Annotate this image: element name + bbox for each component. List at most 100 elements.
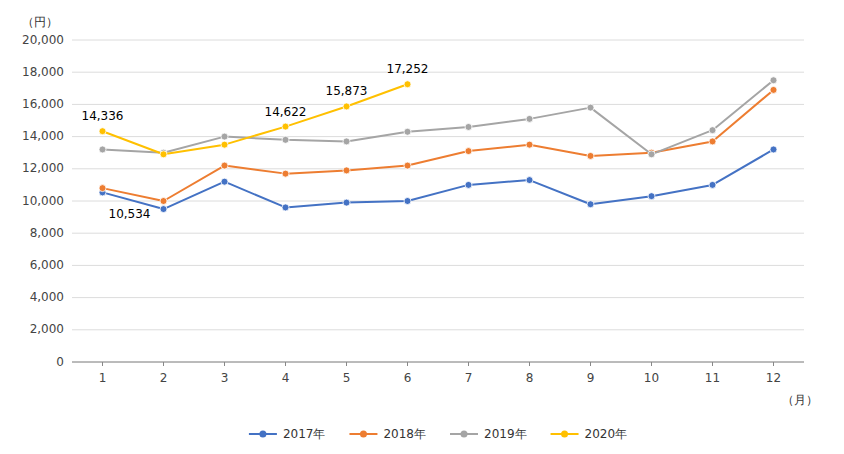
series-marker xyxy=(404,128,411,135)
x-tick-label: 1 xyxy=(99,371,107,385)
grid-line xyxy=(72,265,804,266)
legend-marker xyxy=(360,431,367,438)
y-tick-label: 2,000 xyxy=(30,322,64,336)
series-line xyxy=(103,84,408,154)
series-marker xyxy=(404,162,411,169)
y-tick-label: 20,000 xyxy=(22,33,64,47)
series-line xyxy=(103,80,774,154)
series-marker xyxy=(221,141,228,148)
legend-item: 2017年 xyxy=(249,427,326,441)
x-tick-label: 8 xyxy=(526,371,534,385)
y-tick-label: 12,000 xyxy=(22,161,64,175)
series-marker xyxy=(770,77,777,84)
y-tick-label: 4,000 xyxy=(30,290,64,304)
x-tick-label: 2 xyxy=(160,371,168,385)
legend-label: 2020年 xyxy=(585,427,628,441)
series-marker xyxy=(648,151,655,158)
series-marker xyxy=(587,201,594,208)
background xyxy=(0,0,844,454)
y-tick-label: 6,000 xyxy=(30,258,64,272)
legend-item: 2018年 xyxy=(349,427,426,441)
series-marker xyxy=(709,127,716,134)
series-marker xyxy=(160,198,167,205)
grid-line xyxy=(72,233,804,234)
grid-line xyxy=(72,297,804,298)
y-tick-label: 8,000 xyxy=(30,226,64,240)
series-marker xyxy=(160,151,167,158)
x-tick xyxy=(163,362,164,366)
series-marker xyxy=(282,204,289,211)
series-marker xyxy=(99,128,106,135)
legend-label: 2017年 xyxy=(283,427,326,441)
grid xyxy=(72,40,804,362)
y-tick-label: 18,000 xyxy=(22,65,64,79)
series-marker xyxy=(99,146,106,153)
series-marker xyxy=(526,141,533,148)
grid-line xyxy=(72,72,804,73)
series-marker xyxy=(282,123,289,130)
series-marker xyxy=(526,115,533,122)
annotations: 14,336 10,534 14,622 15,873 17,252 xyxy=(82,62,429,221)
x-tick xyxy=(346,362,347,366)
series-marker xyxy=(99,185,106,192)
x-tick xyxy=(224,362,225,366)
series-marker xyxy=(160,206,167,213)
annotation: 14,622 xyxy=(265,105,307,119)
y-tick-label: 14,000 xyxy=(22,129,64,143)
x-tick-label: 4 xyxy=(282,371,290,385)
x-tick-label: 3 xyxy=(221,371,229,385)
x-tick xyxy=(773,362,774,366)
x-axis-label: （月） xyxy=(782,393,818,407)
legend-marker xyxy=(259,431,266,438)
x-tick xyxy=(285,362,286,366)
grid-line xyxy=(72,329,804,330)
grid-line xyxy=(72,104,804,105)
x-tick xyxy=(468,362,469,366)
annotation: 17,252 xyxy=(387,62,429,76)
series-marker xyxy=(465,181,472,188)
annotation: 14,336 xyxy=(82,109,124,123)
x-tick-label: 10 xyxy=(644,371,659,385)
x-tick-label: 6 xyxy=(404,371,412,385)
series-marker xyxy=(221,162,228,169)
series-marker xyxy=(282,136,289,143)
series-marker xyxy=(465,123,472,130)
annotation: 10,534 xyxy=(109,207,151,221)
legend-label: 2019年 xyxy=(484,427,527,441)
x-tick-label: 12 xyxy=(766,371,781,385)
y-tick-label: 0 xyxy=(56,355,64,369)
x-tick xyxy=(102,362,103,366)
y-tick-label: 16,000 xyxy=(22,97,64,111)
legend-item: 2019年 xyxy=(450,427,527,441)
series-marker xyxy=(587,104,594,111)
y-tick-label: 10,000 xyxy=(22,194,64,208)
x-tick-label: 9 xyxy=(587,371,595,385)
series-marker xyxy=(770,146,777,153)
series-marker xyxy=(404,81,411,88)
chart: 0 2,000 4,000 6,000 8,000 10,000 12,000 14,000 1… xyxy=(0,0,844,454)
legend-item: 2020年 xyxy=(551,427,628,441)
legend-marker xyxy=(461,431,468,438)
grid-line xyxy=(72,168,804,169)
x-tick xyxy=(407,362,408,366)
series-marker xyxy=(282,170,289,177)
annotation: 15,873 xyxy=(326,84,368,98)
x-tick xyxy=(590,362,591,366)
x-axis-line xyxy=(72,362,804,363)
series-marker xyxy=(526,177,533,184)
series-marker xyxy=(587,152,594,159)
series-marker xyxy=(221,133,228,140)
data xyxy=(99,77,777,213)
series-marker xyxy=(465,148,472,155)
series-marker xyxy=(709,138,716,145)
series-marker xyxy=(343,167,350,174)
x-tick-label: 11 xyxy=(705,371,720,385)
series-marker xyxy=(770,86,777,93)
series-marker xyxy=(648,193,655,200)
x-tick xyxy=(651,362,652,366)
series-marker xyxy=(343,138,350,145)
x-tick xyxy=(712,362,713,366)
series-marker xyxy=(343,103,350,110)
grid-line xyxy=(72,40,804,41)
series-marker xyxy=(404,198,411,205)
